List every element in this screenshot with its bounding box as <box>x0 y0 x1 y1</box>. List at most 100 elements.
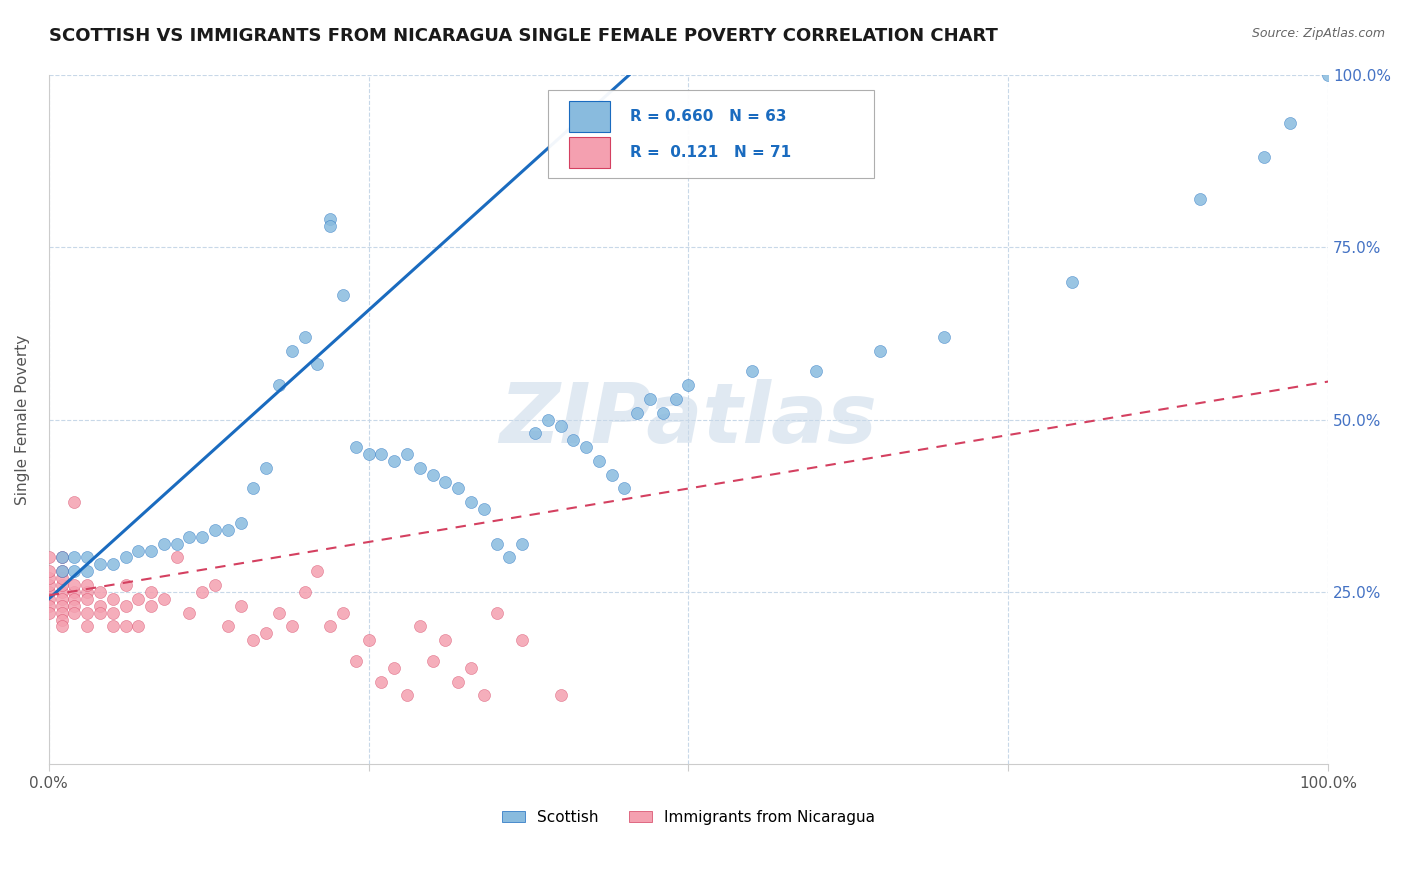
Point <box>38 578 60 592</box>
Point <box>307 357 329 371</box>
Point <box>1062 275 1084 289</box>
Point <box>357 633 380 648</box>
Point <box>51 619 73 633</box>
Point <box>204 523 226 537</box>
Point <box>114 599 136 613</box>
Point <box>370 674 392 689</box>
Point <box>523 426 546 441</box>
Point <box>409 619 432 633</box>
Point <box>89 558 111 572</box>
Point <box>651 406 673 420</box>
Point <box>1278 116 1301 130</box>
Point <box>485 537 508 551</box>
Point <box>422 654 444 668</box>
Point <box>588 454 610 468</box>
Point <box>229 516 252 530</box>
Point <box>409 460 432 475</box>
Point <box>267 378 290 392</box>
Point <box>1317 68 1340 82</box>
Point <box>254 460 277 475</box>
Point <box>38 564 60 578</box>
Point <box>382 661 405 675</box>
Point <box>51 564 73 578</box>
Point <box>370 447 392 461</box>
Point <box>638 392 661 406</box>
Point <box>254 626 277 640</box>
Point <box>76 578 98 592</box>
Point <box>447 674 470 689</box>
Point <box>217 523 239 537</box>
Point <box>101 558 124 572</box>
Point <box>191 530 214 544</box>
Point <box>281 343 304 358</box>
Point <box>242 633 264 648</box>
Point <box>114 550 136 565</box>
Point <box>395 447 418 461</box>
Point <box>51 591 73 606</box>
Point <box>179 530 201 544</box>
Point <box>51 606 73 620</box>
Point <box>51 564 73 578</box>
Point <box>294 585 316 599</box>
Point <box>114 619 136 633</box>
Point <box>613 482 636 496</box>
Point <box>63 591 86 606</box>
Point <box>127 591 149 606</box>
Point <box>472 689 495 703</box>
Text: Source: ZipAtlas.com: Source: ZipAtlas.com <box>1251 27 1385 40</box>
Text: R = 0.660   N = 63: R = 0.660 N = 63 <box>630 109 786 124</box>
Point <box>562 434 585 448</box>
Point <box>678 378 700 392</box>
Point <box>934 329 956 343</box>
Point <box>806 364 828 378</box>
Point <box>63 550 86 565</box>
Point <box>242 482 264 496</box>
Point <box>166 550 188 565</box>
Point <box>319 619 342 633</box>
Point <box>1253 150 1275 164</box>
Point <box>382 454 405 468</box>
Point <box>357 447 380 461</box>
Point <box>127 619 149 633</box>
Point <box>76 564 98 578</box>
Point <box>217 619 239 633</box>
Text: R =  0.121   N = 71: R = 0.121 N = 71 <box>630 145 790 160</box>
Point <box>229 599 252 613</box>
FancyBboxPatch shape <box>548 90 875 178</box>
Text: ZIPatlas: ZIPatlas <box>499 379 877 460</box>
Y-axis label: Single Female Poverty: Single Female Poverty <box>15 334 30 505</box>
Point <box>307 564 329 578</box>
Point <box>89 585 111 599</box>
Point <box>204 578 226 592</box>
Point <box>51 550 73 565</box>
Point <box>51 550 73 565</box>
Point <box>294 329 316 343</box>
Point <box>101 606 124 620</box>
Point <box>434 633 457 648</box>
Point <box>460 661 482 675</box>
Point <box>395 689 418 703</box>
Point <box>422 467 444 482</box>
Point <box>63 606 86 620</box>
Point <box>76 606 98 620</box>
Point <box>319 212 342 227</box>
Point <box>127 543 149 558</box>
Point <box>344 440 367 454</box>
Point <box>63 585 86 599</box>
Point <box>485 606 508 620</box>
Point <box>76 619 98 633</box>
Text: SCOTTISH VS IMMIGRANTS FROM NICARAGUA SINGLE FEMALE POVERTY CORRELATION CHART: SCOTTISH VS IMMIGRANTS FROM NICARAGUA SI… <box>49 27 998 45</box>
Point <box>63 564 86 578</box>
Point <box>139 585 162 599</box>
Point <box>38 585 60 599</box>
Point <box>332 606 354 620</box>
Point <box>51 613 73 627</box>
Point <box>89 599 111 613</box>
Point <box>89 606 111 620</box>
Point <box>498 550 520 565</box>
Point <box>63 599 86 613</box>
Point <box>76 550 98 565</box>
Point <box>114 578 136 592</box>
Point <box>510 537 533 551</box>
Point <box>319 219 342 234</box>
